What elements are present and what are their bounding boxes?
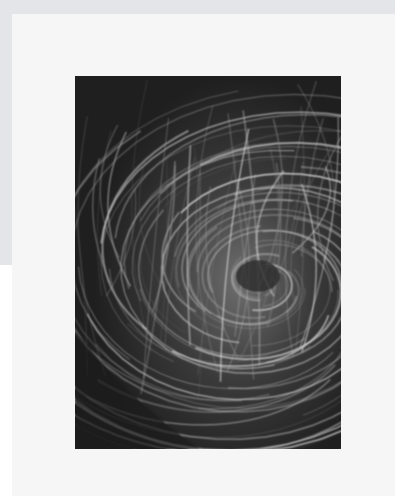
swirl-stroke [174,191,341,257]
swirl-stroke [180,172,341,214]
strand [266,162,282,328]
artwork-strokes [75,80,341,449]
strand [290,144,334,301]
swirl-stroke [160,142,341,194]
strand [301,183,317,352]
strand [205,186,239,359]
strand [92,158,112,284]
swirl-stroke [233,184,341,196]
strand [131,80,151,352]
strand [219,128,250,382]
left-strip [0,0,12,265]
strand [105,187,136,297]
swirl-stroke [123,141,341,290]
swirl-stroke [233,257,259,299]
swirl-stroke [100,125,341,363]
swirl-stroke [209,129,341,160]
shadow [75,330,200,449]
strand [143,118,169,379]
swirl-stroke [141,230,341,374]
strand [227,113,255,380]
swirl-stroke [196,214,341,272]
strand [99,124,120,259]
strand [75,207,88,377]
strand [234,174,256,337]
strand [284,80,317,357]
swirl-stroke [198,352,341,410]
strand [299,116,339,349]
swirl-stroke [95,343,341,410]
strand [193,146,204,398]
artwork [75,76,341,449]
strand [238,149,280,361]
top-strip [0,0,395,14]
strand [97,130,112,296]
strand [300,117,324,257]
strand [107,131,132,287]
swirl-stroke [203,288,306,329]
swirl-stroke [186,208,341,315]
swirl-stroke [75,90,243,402]
swirl-stroke [138,209,305,357]
strand [197,157,237,375]
swirl-stroke [78,266,334,390]
strand [295,106,305,353]
strand [297,84,335,262]
swirl-stroke [140,146,341,222]
swirl-stroke [207,229,341,299]
strand [195,105,219,373]
swirl-stroke [75,386,341,441]
swirl-stroke [86,313,341,401]
swirl-stroke [75,93,341,361]
strand [160,156,168,341]
swirl-stroke [75,130,341,413]
strand [277,161,304,278]
strand [186,145,192,346]
swirl-stroke [188,226,272,326]
swirl-stroke [319,247,341,349]
strand [140,165,176,395]
swirl-stroke [132,155,341,302]
swirl-stroke [100,111,341,244]
swirl-stroke [262,230,341,364]
strand [316,136,341,282]
swirl-stroke [227,217,341,390]
strand [291,166,331,254]
swirl-stroke [285,270,300,314]
strand [196,170,201,308]
swirl-core [236,260,280,292]
